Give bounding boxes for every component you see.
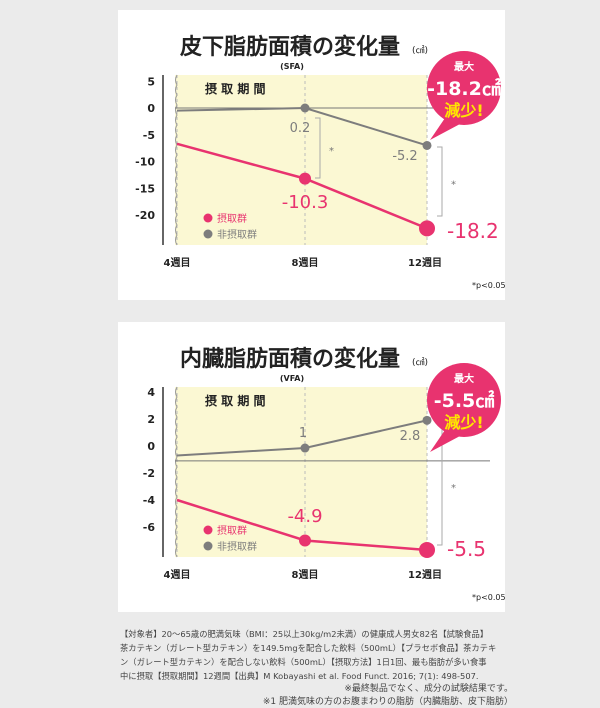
legend-marker	[203, 229, 213, 239]
data-label: -5.5	[447, 537, 486, 561]
p-value-note: *p<0.05	[472, 593, 506, 602]
data-point	[422, 140, 432, 150]
y-tick-label: 4	[147, 386, 155, 399]
footer-note: ※最終製品でなく、成分の試験結果です。	[344, 682, 513, 694]
p-value-note: *p<0.05	[472, 281, 506, 290]
intake-period-region	[175, 387, 427, 557]
y-tick-label: -6	[143, 521, 156, 534]
footer-line: ン（ガレート型カテキン）を配合しない飲料（500mL）【摂取方法】1日1回、最も…	[120, 657, 487, 667]
data-point	[300, 443, 310, 453]
data-label: 0.2	[290, 121, 311, 136]
callout-top: 最大	[454, 60, 474, 73]
chart-subtitle: (VFA)	[280, 374, 304, 383]
footer-line: 茶カテキン（ガレート型カテキン）を149.5mgを配合した飲料（500mL）【プ…	[120, 643, 496, 653]
chart-subtitle: (SFA)	[280, 62, 304, 71]
callout-bubble	[427, 51, 501, 125]
data-label: 1	[299, 426, 307, 441]
data-label: 2.8	[400, 429, 421, 444]
callout-value: -5.5㎠	[434, 389, 495, 412]
significance-bracket	[315, 117, 321, 179]
legend-label: 非摂取群	[217, 540, 257, 553]
data-point	[419, 541, 435, 558]
data-point	[299, 172, 311, 185]
chart-panel-2: 内臓脂肪面積の変化量 (㎠) (VFA) 4 2 0 -2 -4 -6 摂 取 期 間 4週目 8週目…	[118, 322, 506, 612]
chart-title: 内臓脂肪面積の変化量	[180, 346, 400, 372]
y-tick-label: -10	[135, 156, 155, 169]
axis-break	[175, 386, 178, 558]
significance-mark: *	[451, 180, 456, 191]
callout-top: 最大	[454, 372, 474, 385]
footer-line: 中に摂取【摂取期間】12週間【出典】M Kobayashi et al. Foo…	[120, 671, 479, 681]
x-tick-label: 12週目	[408, 257, 442, 269]
legend-marker	[203, 541, 213, 551]
significance-bracket	[437, 146, 443, 217]
footer: 【対象者】20〜65歳の肥満気味（BMI：25以上30kg/m2未満）の健康成人…	[120, 629, 513, 707]
chart-title: 皮下脂肪面積の変化量	[180, 34, 400, 60]
x-tick-label: 4週目	[164, 257, 191, 269]
data-label: -10.3	[282, 192, 329, 213]
callout-bottom: 減少!	[444, 413, 483, 432]
legend-label: 摂取群	[217, 524, 247, 537]
chart-unit: (㎠)	[412, 45, 428, 56]
intake-period-region	[175, 75, 427, 245]
x-tick-label: 12週目	[408, 569, 442, 581]
x-tick-label: 8週目	[292, 569, 319, 581]
chart-unit: (㎠)	[412, 357, 428, 368]
footer-note: ※1 肥満気味の方のお腹まわりの脂肪（内臓脂肪、皮下脂肪）	[263, 695, 513, 707]
significance-mark: *	[451, 483, 456, 494]
legend-label: 非摂取群	[217, 228, 257, 241]
footer-line: 【対象者】20〜65歳の肥満気味（BMI：25以上30kg/m2未満）の健康成人…	[120, 629, 488, 639]
y-tick-label: -5	[143, 129, 155, 142]
legend-marker	[203, 213, 213, 223]
data-label: -18.2	[447, 219, 499, 243]
callout-tail	[430, 430, 460, 452]
chart-panel-1: 皮下脂肪面積の変化量 (㎠) (SFA) 5 0 -5 -10 -15 -20 摂 取 期 間 4週…	[118, 10, 506, 300]
y-tick-label: -15	[135, 182, 155, 195]
callout-bubble	[427, 363, 501, 437]
axis-break	[175, 74, 178, 246]
y-tick-label: 2	[147, 413, 155, 426]
callout-tail	[430, 118, 460, 140]
y-tick-label: -20	[135, 209, 155, 222]
legend-label: 摂取群	[217, 212, 247, 225]
significance-mark: *	[329, 146, 334, 157]
data-point	[300, 103, 310, 113]
x-tick-label: 8週目	[292, 257, 319, 269]
data-label: -4.9	[287, 506, 322, 527]
y-tick-label: 5	[147, 75, 155, 88]
data-label: -5.2	[392, 149, 417, 164]
y-tick-label: 0	[147, 102, 155, 115]
x-tick-label: 4週目	[164, 569, 191, 581]
data-point	[419, 220, 435, 237]
callout-value: -18.2㎠	[427, 77, 501, 100]
y-tick-label: -2	[143, 467, 155, 480]
data-point	[422, 415, 432, 425]
period-label: 摂 取 期 間	[205, 81, 266, 96]
data-point	[299, 534, 311, 547]
period-label: 摂 取 期 間	[205, 393, 266, 408]
callout-bottom: 減少!	[444, 101, 483, 120]
legend-marker	[203, 525, 213, 535]
y-tick-label: -4	[143, 494, 156, 507]
y-tick-label: 0	[147, 440, 155, 453]
